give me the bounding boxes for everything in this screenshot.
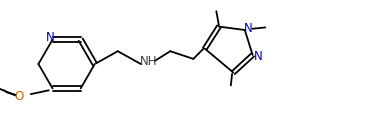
Text: NH: NH bbox=[140, 55, 157, 68]
Text: O: O bbox=[15, 90, 24, 103]
Text: N: N bbox=[46, 31, 54, 44]
Text: N: N bbox=[244, 22, 253, 35]
Text: methoxy: methoxy bbox=[1, 88, 7, 90]
Text: N: N bbox=[253, 50, 262, 63]
